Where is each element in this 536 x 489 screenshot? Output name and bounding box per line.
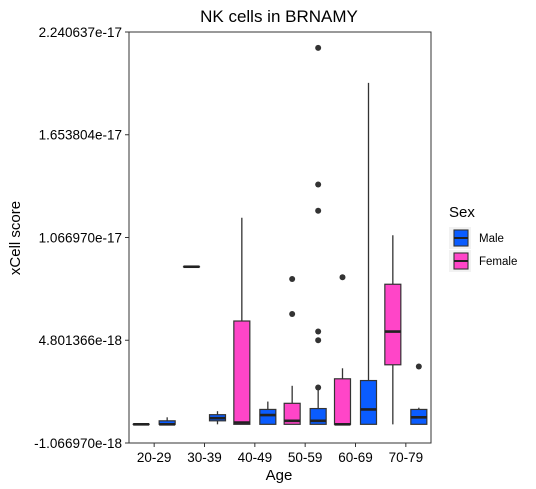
box-female-70-79 [384, 235, 402, 425]
chart-title: NK cells in BRNAMY [200, 7, 358, 26]
y-tick-label: -1.066970e-18 [34, 436, 122, 451]
outlier-point [315, 384, 322, 391]
outlier-point [315, 207, 322, 214]
outlier-point [339, 274, 346, 281]
legend-label: Female [479, 256, 517, 268]
box-male-30-39 [208, 411, 227, 425]
x-tick-label: 30-39 [187, 450, 222, 465]
box-body [333, 378, 352, 425]
box-body [283, 402, 301, 425]
x-axis-title: Age [266, 467, 293, 484]
box-male-70-79 [410, 363, 428, 425]
box-male-20-29 [158, 417, 176, 426]
outlier-point [289, 275, 296, 282]
plot-panel-border [128, 31, 432, 444]
legend-item-female: Female [449, 250, 517, 272]
box-female-40-49 [233, 217, 251, 425]
outlier-point [289, 311, 296, 318]
box-female-50-59 [283, 275, 301, 425]
box-female-60-69 [333, 274, 352, 426]
legend: Sex Male Female [449, 204, 517, 272]
y-axis-title: xCell score [7, 201, 24, 275]
x-tick-label: 70-79 [389, 450, 424, 465]
outlier-point [315, 181, 322, 188]
legend-label: Male [479, 233, 504, 245]
y-tick-label: 1.066970e-17 [39, 231, 122, 246]
x-tick-label: 60-69 [338, 450, 373, 465]
plot-area [132, 44, 428, 426]
box-body [233, 320, 251, 425]
legend-item-male: Male [449, 227, 504, 249]
x-tick-label: 40-49 [238, 450, 273, 465]
y-tick-label: 2.240637e-17 [39, 25, 122, 40]
axes: -1.066970e-18 4.801366e-18 1.066970e-17 1.6… [34, 25, 432, 465]
outlier-point [315, 337, 322, 344]
y-tick-label: 1.653804e-17 [39, 128, 122, 143]
box-body [259, 408, 277, 425]
outlier-point [315, 328, 322, 335]
legend-title: Sex [449, 204, 475, 221]
outlier-point [415, 363, 422, 370]
x-tick-label: 50-59 [288, 450, 323, 465]
outlier-point [315, 44, 322, 51]
x-tick-label: 20-29 [137, 450, 172, 465]
box-male-50-59 [309, 44, 327, 425]
box-male-40-49 [259, 401, 277, 425]
box-male-60-69 [359, 82, 378, 425]
box-body [384, 283, 402, 366]
box-body [359, 379, 378, 425]
y-tick-label: 4.801366e-18 [39, 333, 122, 348]
